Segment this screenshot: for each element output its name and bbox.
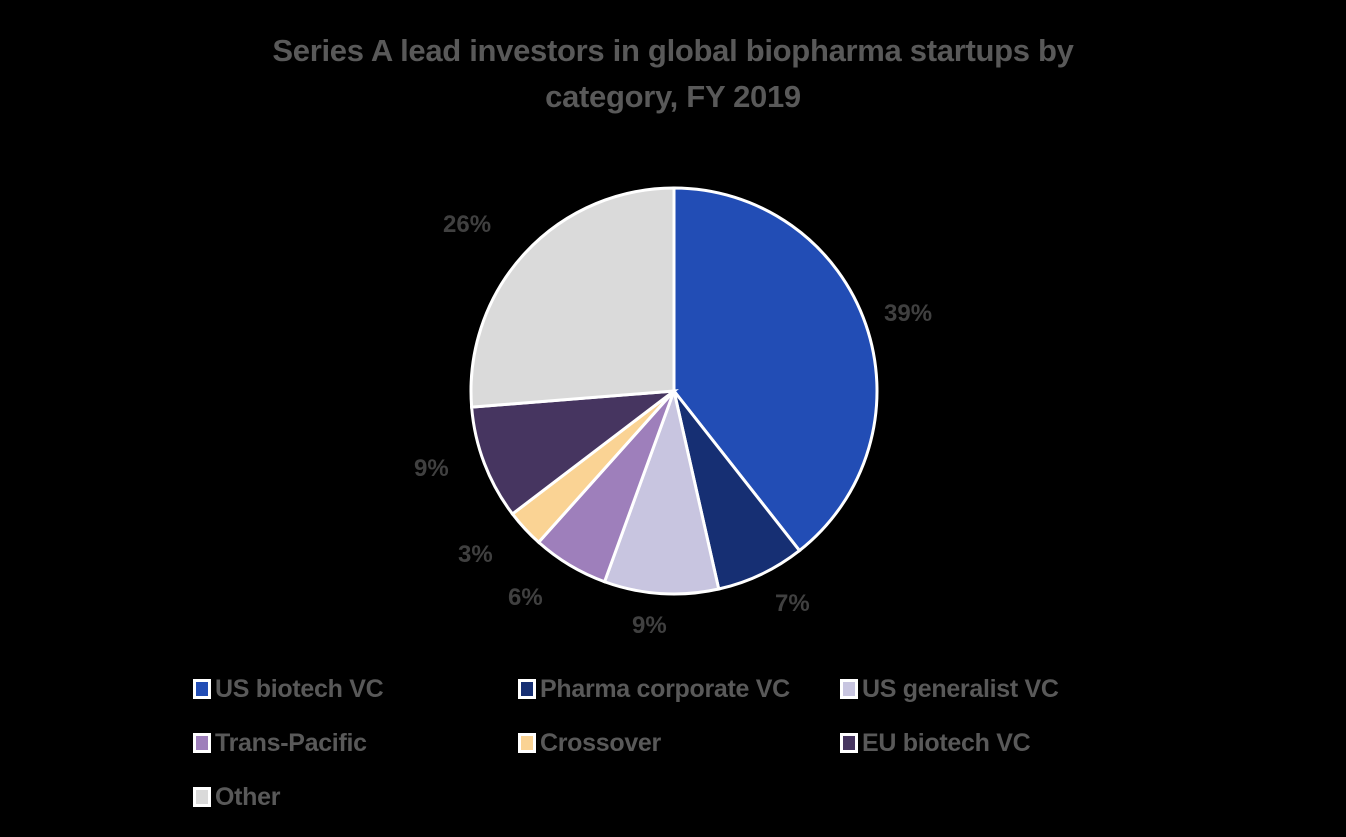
title-line-1: Series A lead investors in global biopha… <box>272 33 1074 68</box>
data-label-us-biotech: 39% <box>884 300 933 327</box>
legend-item-other: Other <box>193 782 280 812</box>
legend-swatch <box>840 679 858 699</box>
data-label-eu-biotech: 9% <box>414 455 449 482</box>
legend-item-trans-pacific: Trans-Pacific <box>193 728 367 758</box>
legend-label: Crossover <box>540 728 661 757</box>
legend-swatch <box>193 787 211 807</box>
legend-label: US generalist VC <box>862 674 1059 703</box>
pie-slice <box>672 186 879 553</box>
legend-swatch <box>840 733 858 753</box>
data-label-other: 26% <box>443 211 492 238</box>
legend-swatch <box>193 679 211 699</box>
legend-item-pharma-corporate-vc: Pharma corporate VC <box>518 674 790 704</box>
pie-slice <box>602 385 721 596</box>
legend-swatch <box>193 733 211 753</box>
legend-label: Pharma corporate VC <box>540 674 790 703</box>
data-label-pharma-corporate: 7% <box>775 590 810 617</box>
legend-item-us-generalist-vc: US generalist VC <box>840 674 1059 704</box>
legend-label: US biotech VC <box>215 674 384 703</box>
data-label-trans-pacific: 6% <box>508 584 543 611</box>
legend-label: EU biotech VC <box>862 728 1031 757</box>
legend-label: Other <box>215 782 281 811</box>
chart-title: Series A lead investors in global biopha… <box>0 28 1346 120</box>
legend-item-crossover: Crossover <box>518 728 661 758</box>
title-line-2: category, FY 2019 <box>545 79 801 114</box>
legend-swatch <box>518 733 536 753</box>
data-label-crossover: 3% <box>458 541 493 568</box>
legend-label: Trans-Pacific <box>215 728 367 757</box>
data-label-us-generalist: 9% <box>632 612 667 639</box>
legend-item-us-biotech-vc: US biotech VC <box>193 674 384 704</box>
pie-slice <box>469 186 676 409</box>
legend-swatch <box>518 679 536 699</box>
legend-item-eu-biotech-vc: EU biotech VC <box>840 728 1031 758</box>
pie-slice <box>470 389 679 517</box>
